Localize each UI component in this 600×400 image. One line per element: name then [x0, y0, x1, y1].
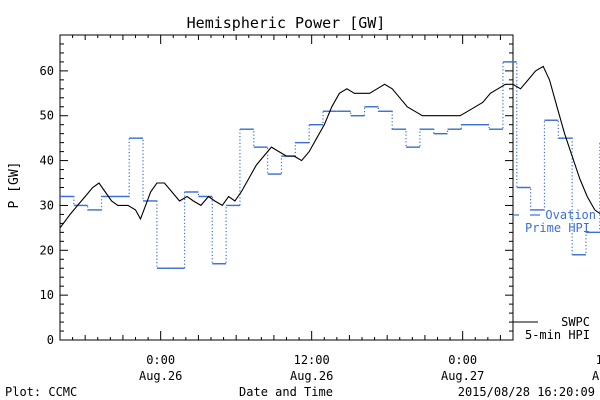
y-tick-label: 30 [40, 198, 54, 212]
plot-frame [59, 34, 514, 341]
x-tick-label-date: Aug.26 [139, 369, 182, 383]
legend-swpc-line2: 5-min HPI [525, 328, 590, 342]
y-tick-label: 50 [40, 109, 54, 123]
y-axis-label: P [GW] [7, 162, 22, 209]
x-tick-label-time: 12:00 [294, 353, 330, 367]
series-layer [59, 61, 600, 269]
footer-timestamp: 2015/08/28 16:20:09 [458, 385, 595, 399]
x-tick-label-date: Aug.26 [290, 369, 333, 383]
x-tick-label-time: 0:00 [448, 353, 477, 367]
y-axis: 0 10 20 30 40 50 60 [40, 34, 513, 347]
series-ovation-prime-dotted [60, 61, 600, 269]
legend-swpc: SWPC 5-min HPI [513, 315, 590, 342]
legend-ovation-line2: Prime HPI [525, 221, 590, 235]
y-tick-label: 10 [40, 288, 54, 302]
legend-swpc-line1: SWPC [561, 315, 590, 329]
x-tick-label-time: 0:00 [146, 353, 175, 367]
x-tick-label-date: Aug.27 [592, 369, 600, 383]
x-tick-label-time: 12:00 [596, 353, 600, 367]
series-swpc-line [59, 65, 600, 229]
x-axis-label: Date and Time [239, 385, 333, 399]
y-tick-label: 20 [40, 243, 54, 257]
y-tick-label: 40 [40, 154, 54, 168]
legend-ovation-line1: Ovation [545, 208, 596, 222]
legend-ovation: Ovation Prime HPI [513, 208, 596, 235]
chart-title: Hemispheric Power [GW] [187, 14, 386, 32]
footer-plot-credit: Plot: CCMC [5, 385, 77, 399]
y-tick-label: 0 [47, 333, 54, 347]
x-tick-label-date: Aug.27 [441, 369, 484, 383]
y-tick-label: 60 [40, 64, 54, 78]
x-axis: 0:00 Aug.26 12:00 Aug.26 0:00 Aug.27 12:00 Aug.… [59, 35, 600, 383]
